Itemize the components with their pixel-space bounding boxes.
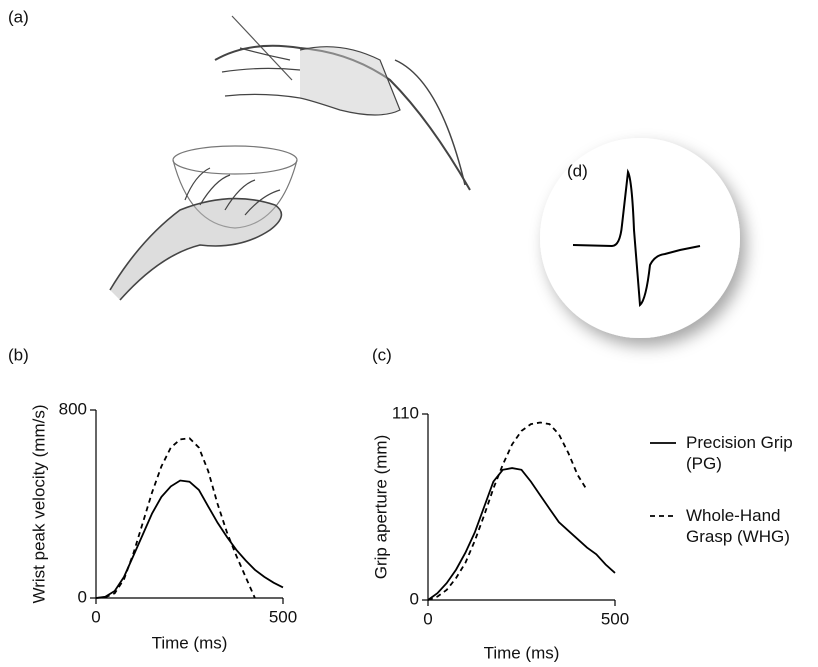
legend-label: Whole-Hand Grasp (WHG) bbox=[686, 505, 796, 547]
x-tick-label: 0 bbox=[91, 607, 100, 626]
legend-label: Precision Grip (PG) bbox=[686, 432, 796, 474]
data-line bbox=[96, 438, 255, 598]
panel-label: (b) bbox=[8, 345, 29, 364]
y-axis-label: Grip aperture (mm) bbox=[371, 435, 390, 580]
panel-label: (a) bbox=[8, 7, 29, 26]
chart: (a) (b) (c) (d) 0 800 0 500 Time (ms) Wrist p… bbox=[0, 0, 818, 667]
x-axis-label: Time (ms) bbox=[484, 643, 560, 662]
panel-label: (c) bbox=[372, 345, 392, 364]
x-axis-label: Time (ms) bbox=[152, 633, 228, 652]
figure: (a) (b) (c) (d) 0 800 0 500 Time (ms) Wrist p… bbox=[0, 0, 818, 667]
data-line bbox=[96, 481, 283, 599]
data-line bbox=[428, 468, 615, 600]
y-axis-label: Wrist peak velocity (mm/s) bbox=[29, 405, 48, 604]
panel-label: (d) bbox=[567, 161, 588, 180]
x-tick-label: 0 bbox=[423, 609, 432, 628]
y-tick-label: 800 bbox=[59, 399, 87, 418]
y-tick-label: 0 bbox=[78, 587, 87, 606]
y-tick-label: 110 bbox=[392, 403, 419, 422]
illustration bbox=[110, 16, 470, 300]
x-tick-label: 500 bbox=[601, 609, 629, 628]
y-tick-label: 0 bbox=[410, 589, 419, 608]
data-line bbox=[428, 423, 587, 601]
x-tick-label: 500 bbox=[269, 607, 297, 626]
